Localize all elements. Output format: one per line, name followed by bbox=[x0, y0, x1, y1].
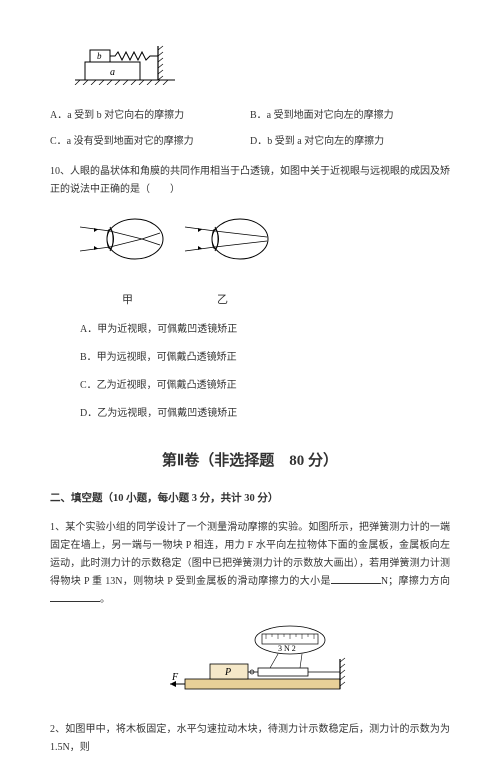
q9-option-b: B．a 受到地面对它向左的摩擦力 bbox=[250, 107, 450, 125]
q9-option-d: D．b 受到 a 对它向左的摩擦力 bbox=[250, 133, 450, 151]
q9-options-row1: A．a 受到 b 对它向右的摩擦力 B．a 受到地面对它向左的摩擦力 bbox=[50, 107, 450, 125]
q10-option-d: D．乙为远视眼，可佩戴凹透镜矫正 bbox=[80, 405, 450, 423]
q10-option-b: B．甲为远视眼，可佩戴凸透镜矫正 bbox=[80, 349, 450, 367]
fq1-text: 1、某个实验小组的同学设计了一个测量滑动摩擦的实验。如图所示，把弹簧测力计的一端… bbox=[50, 519, 450, 609]
q9-option-a: A．a 受到 b 对它向右的摩擦力 bbox=[50, 107, 250, 125]
fq2-text: 2、如图甲中，将木板固定，水平匀速拉动木块，待测力计示数稳定后，测力计的示数为为… bbox=[50, 721, 450, 757]
q10-option-a: A．甲为近视眼，可佩戴凹透镜矫正 bbox=[80, 321, 450, 339]
section2-title: 第Ⅱ卷（非选择题 80 分） bbox=[50, 448, 450, 475]
q10-eye-labels: 甲 乙 bbox=[80, 291, 270, 311]
q10-label-left: 甲 bbox=[122, 291, 133, 311]
block-p-label: P bbox=[224, 667, 231, 678]
fill-header: 二、填空题（10 小题，每小题 3 分，共计 30 分） bbox=[50, 490, 450, 509]
q9-option-c: C．a 没有受到地面对它的摩擦力 bbox=[50, 133, 250, 151]
fq1-blank1 bbox=[331, 574, 381, 584]
q9-options-row2: C．a 没有受到地面对它的摩擦力 D．b 受到 a 对它向左的摩擦力 bbox=[50, 133, 450, 151]
q10-stem: 10、人眼的晶状体和角膜的共同作用相当于凸透镜，如图中关于近视眼与远视眼的成因及… bbox=[50, 163, 450, 199]
label-b: b bbox=[97, 51, 102, 61]
label-a: a bbox=[110, 67, 115, 78]
fq1-blank2 bbox=[50, 592, 100, 602]
q10-label-right: 乙 bbox=[217, 291, 228, 311]
fq1-diagram: 3 N 2 P F bbox=[170, 624, 450, 706]
q10-option-c: C．乙为近视眼，可佩戴凸透镜矫正 bbox=[80, 377, 450, 395]
fq1-text-3: 。 bbox=[100, 594, 110, 605]
q9-diagram: a b bbox=[70, 40, 450, 92]
q10-diagram bbox=[80, 209, 450, 276]
scale-label: 3 N 2 bbox=[278, 644, 296, 653]
force-f-label: F bbox=[171, 672, 179, 683]
fq1-text-2: N；摩擦力方向 bbox=[381, 576, 450, 587]
